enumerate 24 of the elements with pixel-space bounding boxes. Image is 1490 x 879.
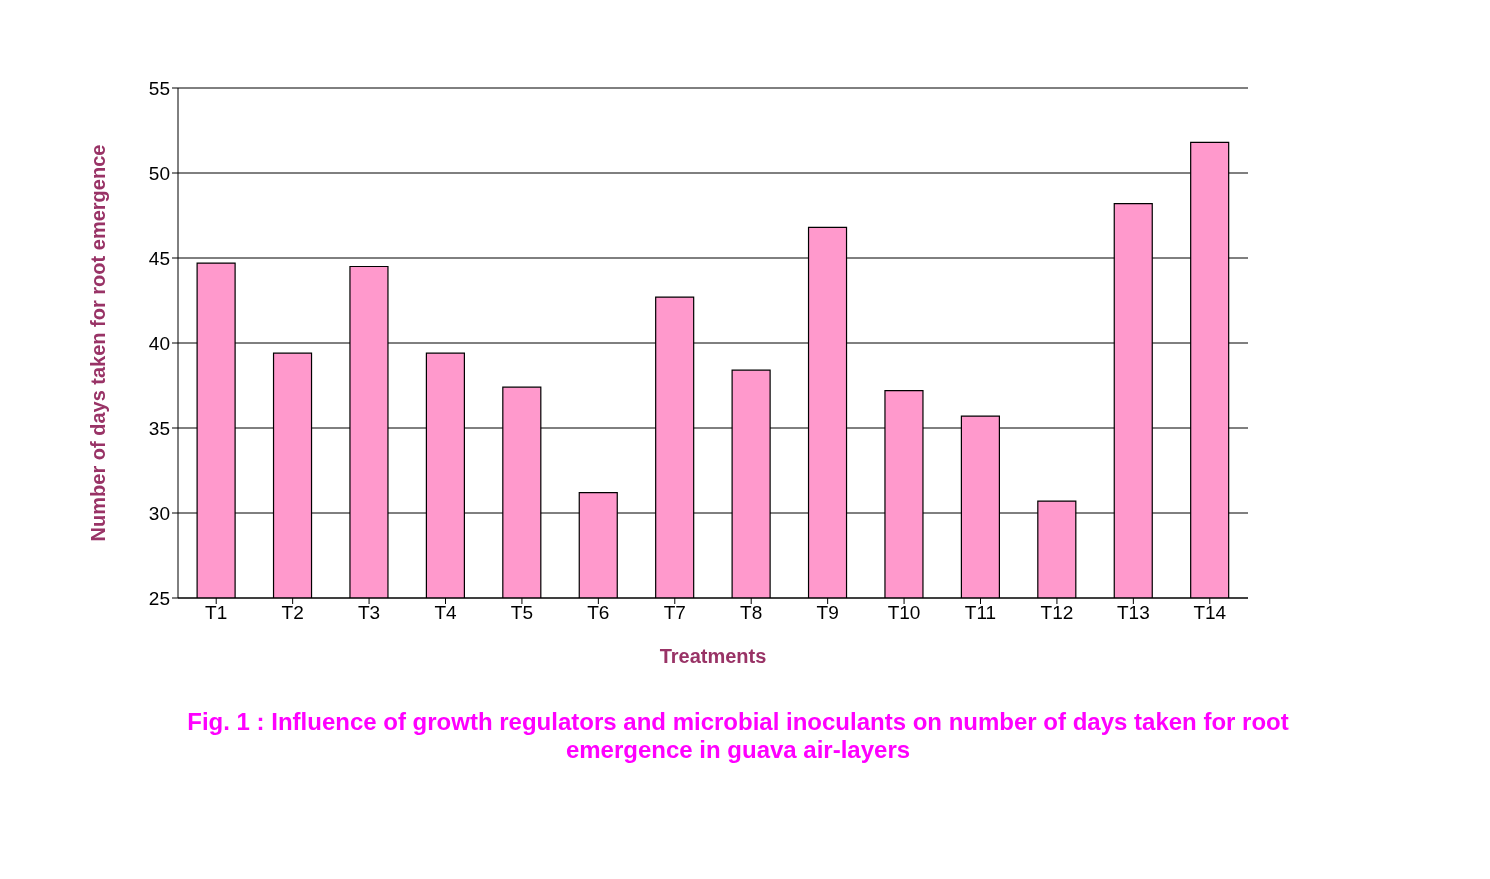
y-tick-label: 45: [148, 247, 170, 269]
x-tick-label: T8: [740, 602, 763, 624]
x-tick-label: T7: [663, 602, 686, 624]
y-tick-label: 40: [148, 332, 170, 354]
x-tick-label: T14: [1193, 602, 1227, 624]
x-tick-label: T6: [587, 602, 610, 624]
x-tick-label: T13: [1116, 602, 1150, 624]
x-tick-label: T5: [510, 602, 534, 624]
y-tick-label: 55: [148, 77, 170, 99]
x-tick-label: T4: [434, 602, 458, 624]
y-tick-label: 35: [148, 417, 170, 439]
x-tick-label: T12: [1040, 602, 1074, 624]
y-tick-label: 50: [148, 162, 170, 184]
x-tick-label: T1: [205, 602, 228, 624]
x-tick-label: T2: [281, 602, 304, 624]
x-axis-title: Treatments: [659, 645, 767, 667]
text: Fig. 1 : Influence of growth regulators and microbial inoculants on number of days taken for root emergence in guava air-layers: [186, 708, 1290, 764]
x-tick-label: T3: [357, 602, 381, 624]
y-tick-label: 30: [148, 502, 170, 524]
y-tick-label: 25: [148, 587, 170, 609]
x-tick-label: T9: [816, 602, 839, 624]
y-axis-title: Number of days taken for root emergence: [87, 144, 110, 542]
x-tick-label: T10: [887, 602, 921, 624]
x-tick-label: T11: [964, 602, 997, 624]
